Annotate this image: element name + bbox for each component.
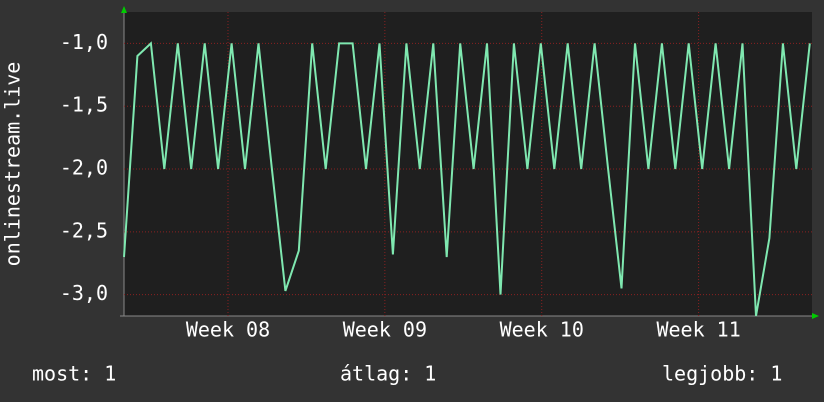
x-tick-label: Week 10	[500, 318, 584, 342]
y-tick-label: -1,0	[60, 30, 108, 54]
legend-stat: most: 1	[32, 362, 116, 386]
y-axis-label: onlinestream.live	[1, 62, 25, 267]
y-tick-label: -3,0	[60, 281, 108, 305]
legend-stat: átlag: 1	[340, 362, 436, 386]
axis-arrow	[121, 6, 127, 13]
y-tick-label: -2,5	[60, 218, 108, 242]
legend-stat: legjobb: 1	[662, 362, 782, 386]
axis-arrow	[812, 313, 819, 319]
y-tick-label: -2,0	[60, 156, 108, 180]
y-tick-label: -1,5	[60, 93, 108, 117]
plot-area	[124, 12, 812, 316]
x-tick-label: Week 09	[343, 318, 427, 342]
x-tick-label: Week 08	[186, 318, 270, 342]
x-tick-label: Week 11	[656, 318, 740, 342]
data-line	[123, 41, 811, 317]
